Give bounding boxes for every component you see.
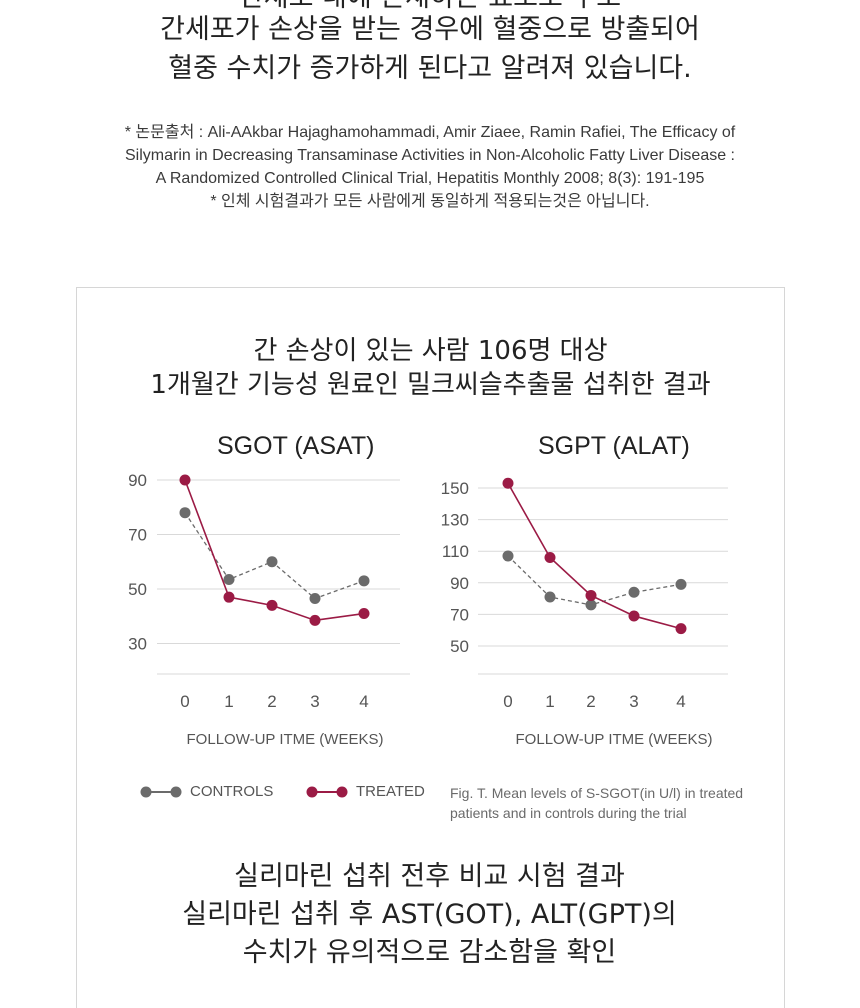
legend-treated-swatch (306, 786, 348, 798)
sgpt-chart-title: SGPT (ALAT) (538, 432, 690, 460)
legend-treated-label: TREATED (356, 783, 425, 800)
intro-line-2: 간세포가 손상을 받는 경우에 혈중으로 방출되어 (160, 14, 700, 45)
legend-treated: TREATED (306, 783, 425, 800)
summary-text: 실리마린 섭취 전후 비교 시험 결과 실리마린 섭취 후 AST(GOT), … (76, 858, 783, 972)
caption-line-2: patients and in controls during the tria… (450, 805, 687, 821)
reference-line-2: Silymarin in Decreasing Transaminase Act… (124, 147, 735, 164)
intro-line-3: 혈중 수치가 증가하게 된다고 알려져 있습니다. (168, 53, 692, 84)
sgot-chart-title: SGOT (ASAT) (217, 432, 375, 460)
summary-line-2: 실리마린 섭취 후 AST(GOT), ALT(GPT)의 (182, 899, 677, 930)
legend-controls: CONTROLS (140, 783, 273, 800)
box-title-line-2: 1개월간 기능성 원료인 밀크씨슬추출물 섭취한 결과 (150, 370, 711, 400)
reference-line-1: * 논문출처 : Ali-AAkbar Hajaghamohammadi, Am… (124, 124, 736, 141)
results-box: 간 손상이 있는 사람 106명 대상 1개월간 기능성 원료인 밀크씨슬추출물… (76, 287, 785, 1008)
reference-line-3: A Randomized Controlled Clinical Trial, … (155, 170, 705, 187)
summary-line-3: 수치가 유의적으로 감소함을 확인 (242, 937, 617, 968)
references: * 논문출처 : Ali-AAkbar Hajaghamohammadi, Am… (0, 121, 860, 213)
summary-line-1: 실리마린 섭취 전후 비교 시험 결과 (234, 861, 625, 892)
figure-caption: Fig. T. Mean levels of S-SGOT(in U/l) in… (450, 783, 760, 823)
intro-line-1: 간세포 내에 존재하는 효소로 주로 (0, 0, 860, 18)
legend-controls-swatch (140, 786, 182, 798)
legend-controls-label: CONTROLS (190, 783, 274, 800)
disclaimer-line: * 인체 시험결과가 모든 사람에게 동일하게 적용되는것은 아닙니다. (210, 193, 650, 210)
box-title-line-1: 간 손상이 있는 사람 106명 대상 (253, 336, 608, 366)
caption-line-1: Fig. T. Mean levels of S-SGOT(in U/l) in… (450, 785, 744, 801)
